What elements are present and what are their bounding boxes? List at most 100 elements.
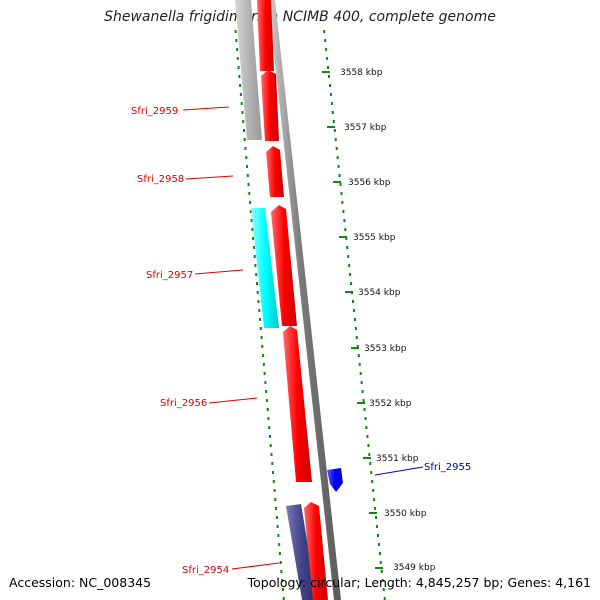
tick-label: 3556 kbp xyxy=(348,178,391,188)
ring-dot xyxy=(278,552,281,555)
tick-label: 3557 kbp xyxy=(344,123,387,133)
ring-dot xyxy=(257,300,260,303)
ring-dot xyxy=(382,588,385,591)
ring-dot xyxy=(258,309,261,312)
ring-dot xyxy=(272,471,274,474)
ring-dot xyxy=(371,480,374,483)
ring-dot xyxy=(253,255,256,258)
ring-dot xyxy=(339,183,342,186)
ring-dot xyxy=(236,48,239,51)
ring-dot xyxy=(363,408,366,411)
ring-dot xyxy=(252,246,255,249)
ring-dot xyxy=(269,444,272,447)
ring-dot xyxy=(243,129,245,132)
ring-dot xyxy=(279,561,282,564)
ring-dot xyxy=(353,318,356,321)
ring-dot xyxy=(366,435,369,438)
ring-dot xyxy=(243,138,246,141)
ring-dot xyxy=(244,147,247,150)
ring-dot xyxy=(357,354,360,357)
ring-dot xyxy=(340,192,343,195)
ring-dot xyxy=(266,408,269,411)
ring-dot xyxy=(348,264,351,267)
ring-dot xyxy=(276,525,279,528)
ring-dot xyxy=(378,552,381,555)
ring-dot xyxy=(349,273,352,276)
ring-dot xyxy=(352,300,354,303)
ring-dot xyxy=(344,228,347,231)
outer-dotted-ring xyxy=(323,30,386,600)
ring-dot xyxy=(324,39,327,42)
ring-dot xyxy=(353,309,355,312)
ring-dot xyxy=(270,453,273,456)
ring-dot xyxy=(332,120,335,123)
ring-dot xyxy=(365,426,368,429)
ring-dot xyxy=(234,30,237,33)
inner-dotted-ring xyxy=(234,30,285,600)
ring-dot xyxy=(265,399,268,402)
ring-dot xyxy=(372,489,375,492)
ring-dot xyxy=(256,291,259,294)
ring-dot xyxy=(368,453,371,456)
ring-dot xyxy=(329,93,332,96)
ring-dot xyxy=(265,390,268,393)
ring-dot xyxy=(282,597,285,600)
ring-dot xyxy=(375,516,377,519)
ring-dot xyxy=(252,237,255,240)
ring-dot xyxy=(247,183,250,186)
gene-label-sfri-2956: Sfri_2956 xyxy=(160,398,207,409)
label-connector xyxy=(185,175,234,180)
ring-dot xyxy=(328,75,330,78)
ring-dot xyxy=(347,255,350,258)
gene-label-sfri-2959: Sfri_2959 xyxy=(131,106,178,117)
ring-dot xyxy=(379,561,382,564)
ring-dot xyxy=(377,534,379,537)
ring-dot xyxy=(369,462,372,465)
ring-dot xyxy=(261,345,264,348)
ring-dot xyxy=(267,417,270,420)
ring-dot xyxy=(383,597,386,600)
tick-label: 3549 kbp xyxy=(393,563,436,573)
ring-dot xyxy=(246,174,249,177)
ring-dot xyxy=(254,264,257,267)
tick-label: 3550 kbp xyxy=(384,509,427,519)
ring-dot xyxy=(364,417,367,420)
ring-dot xyxy=(251,228,254,231)
ring-dot xyxy=(367,444,370,447)
ring-dot xyxy=(330,102,333,105)
genome-title: Shewanella frigidimarina NCIMB 400, comp… xyxy=(104,9,496,25)
ring-dot xyxy=(359,372,362,375)
ring-dot xyxy=(376,525,378,528)
ring-dot xyxy=(271,462,274,465)
ring-dot xyxy=(273,489,276,492)
gene-label-sfri-2954: Sfri_2954 xyxy=(182,565,229,576)
label-connector xyxy=(182,106,230,111)
ring-dot xyxy=(377,543,380,546)
ring-dot xyxy=(260,336,263,339)
ring-dot xyxy=(362,399,365,402)
gene-red-feature xyxy=(271,205,297,326)
ring-dot xyxy=(274,498,277,501)
ring-dot xyxy=(337,165,340,168)
ring-dot xyxy=(281,579,284,582)
ring-dot xyxy=(264,381,267,384)
gene-label-sfri-2955: Sfri_2955 xyxy=(424,462,471,473)
ring-dot xyxy=(331,111,334,114)
ring-dot xyxy=(355,336,358,339)
ring-dot xyxy=(335,147,338,150)
ring-dot xyxy=(272,480,275,483)
label-connector xyxy=(194,269,244,275)
ring-dot xyxy=(350,282,353,285)
ring-dot xyxy=(380,570,383,573)
tick-label: 3554 kbp xyxy=(358,288,401,298)
ring-dot xyxy=(246,165,248,168)
tick-label: 3558 kbp xyxy=(340,68,383,78)
ring-dot xyxy=(277,534,280,537)
gene-sfri-2954-feature xyxy=(286,504,317,600)
ring-dot xyxy=(255,273,258,276)
gene-sfri-2959-feature xyxy=(235,0,262,140)
ring-dot xyxy=(280,570,283,573)
ring-dot xyxy=(262,354,265,357)
ring-dot xyxy=(239,93,242,96)
ring-dot xyxy=(325,48,328,51)
